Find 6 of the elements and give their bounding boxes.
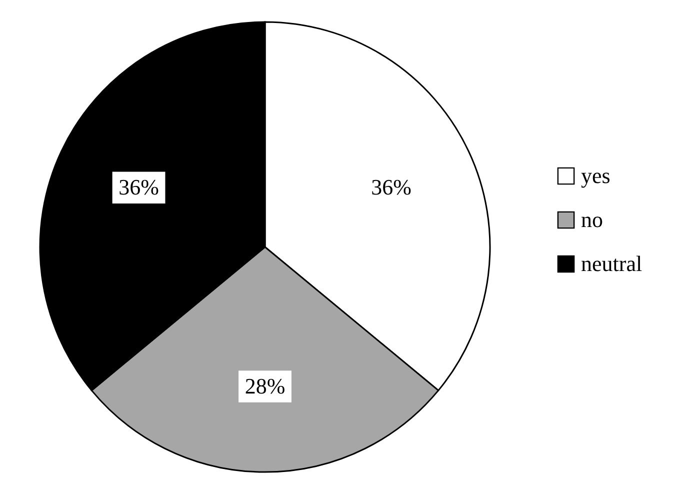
legend-label: neutral — [581, 251, 642, 276]
data-label: 36% — [371, 174, 412, 200]
data-label: 36% — [118, 174, 159, 200]
data-label: 28% — [244, 374, 286, 398]
legend-label: yes — [581, 163, 610, 188]
legend-label: no — [581, 207, 603, 232]
